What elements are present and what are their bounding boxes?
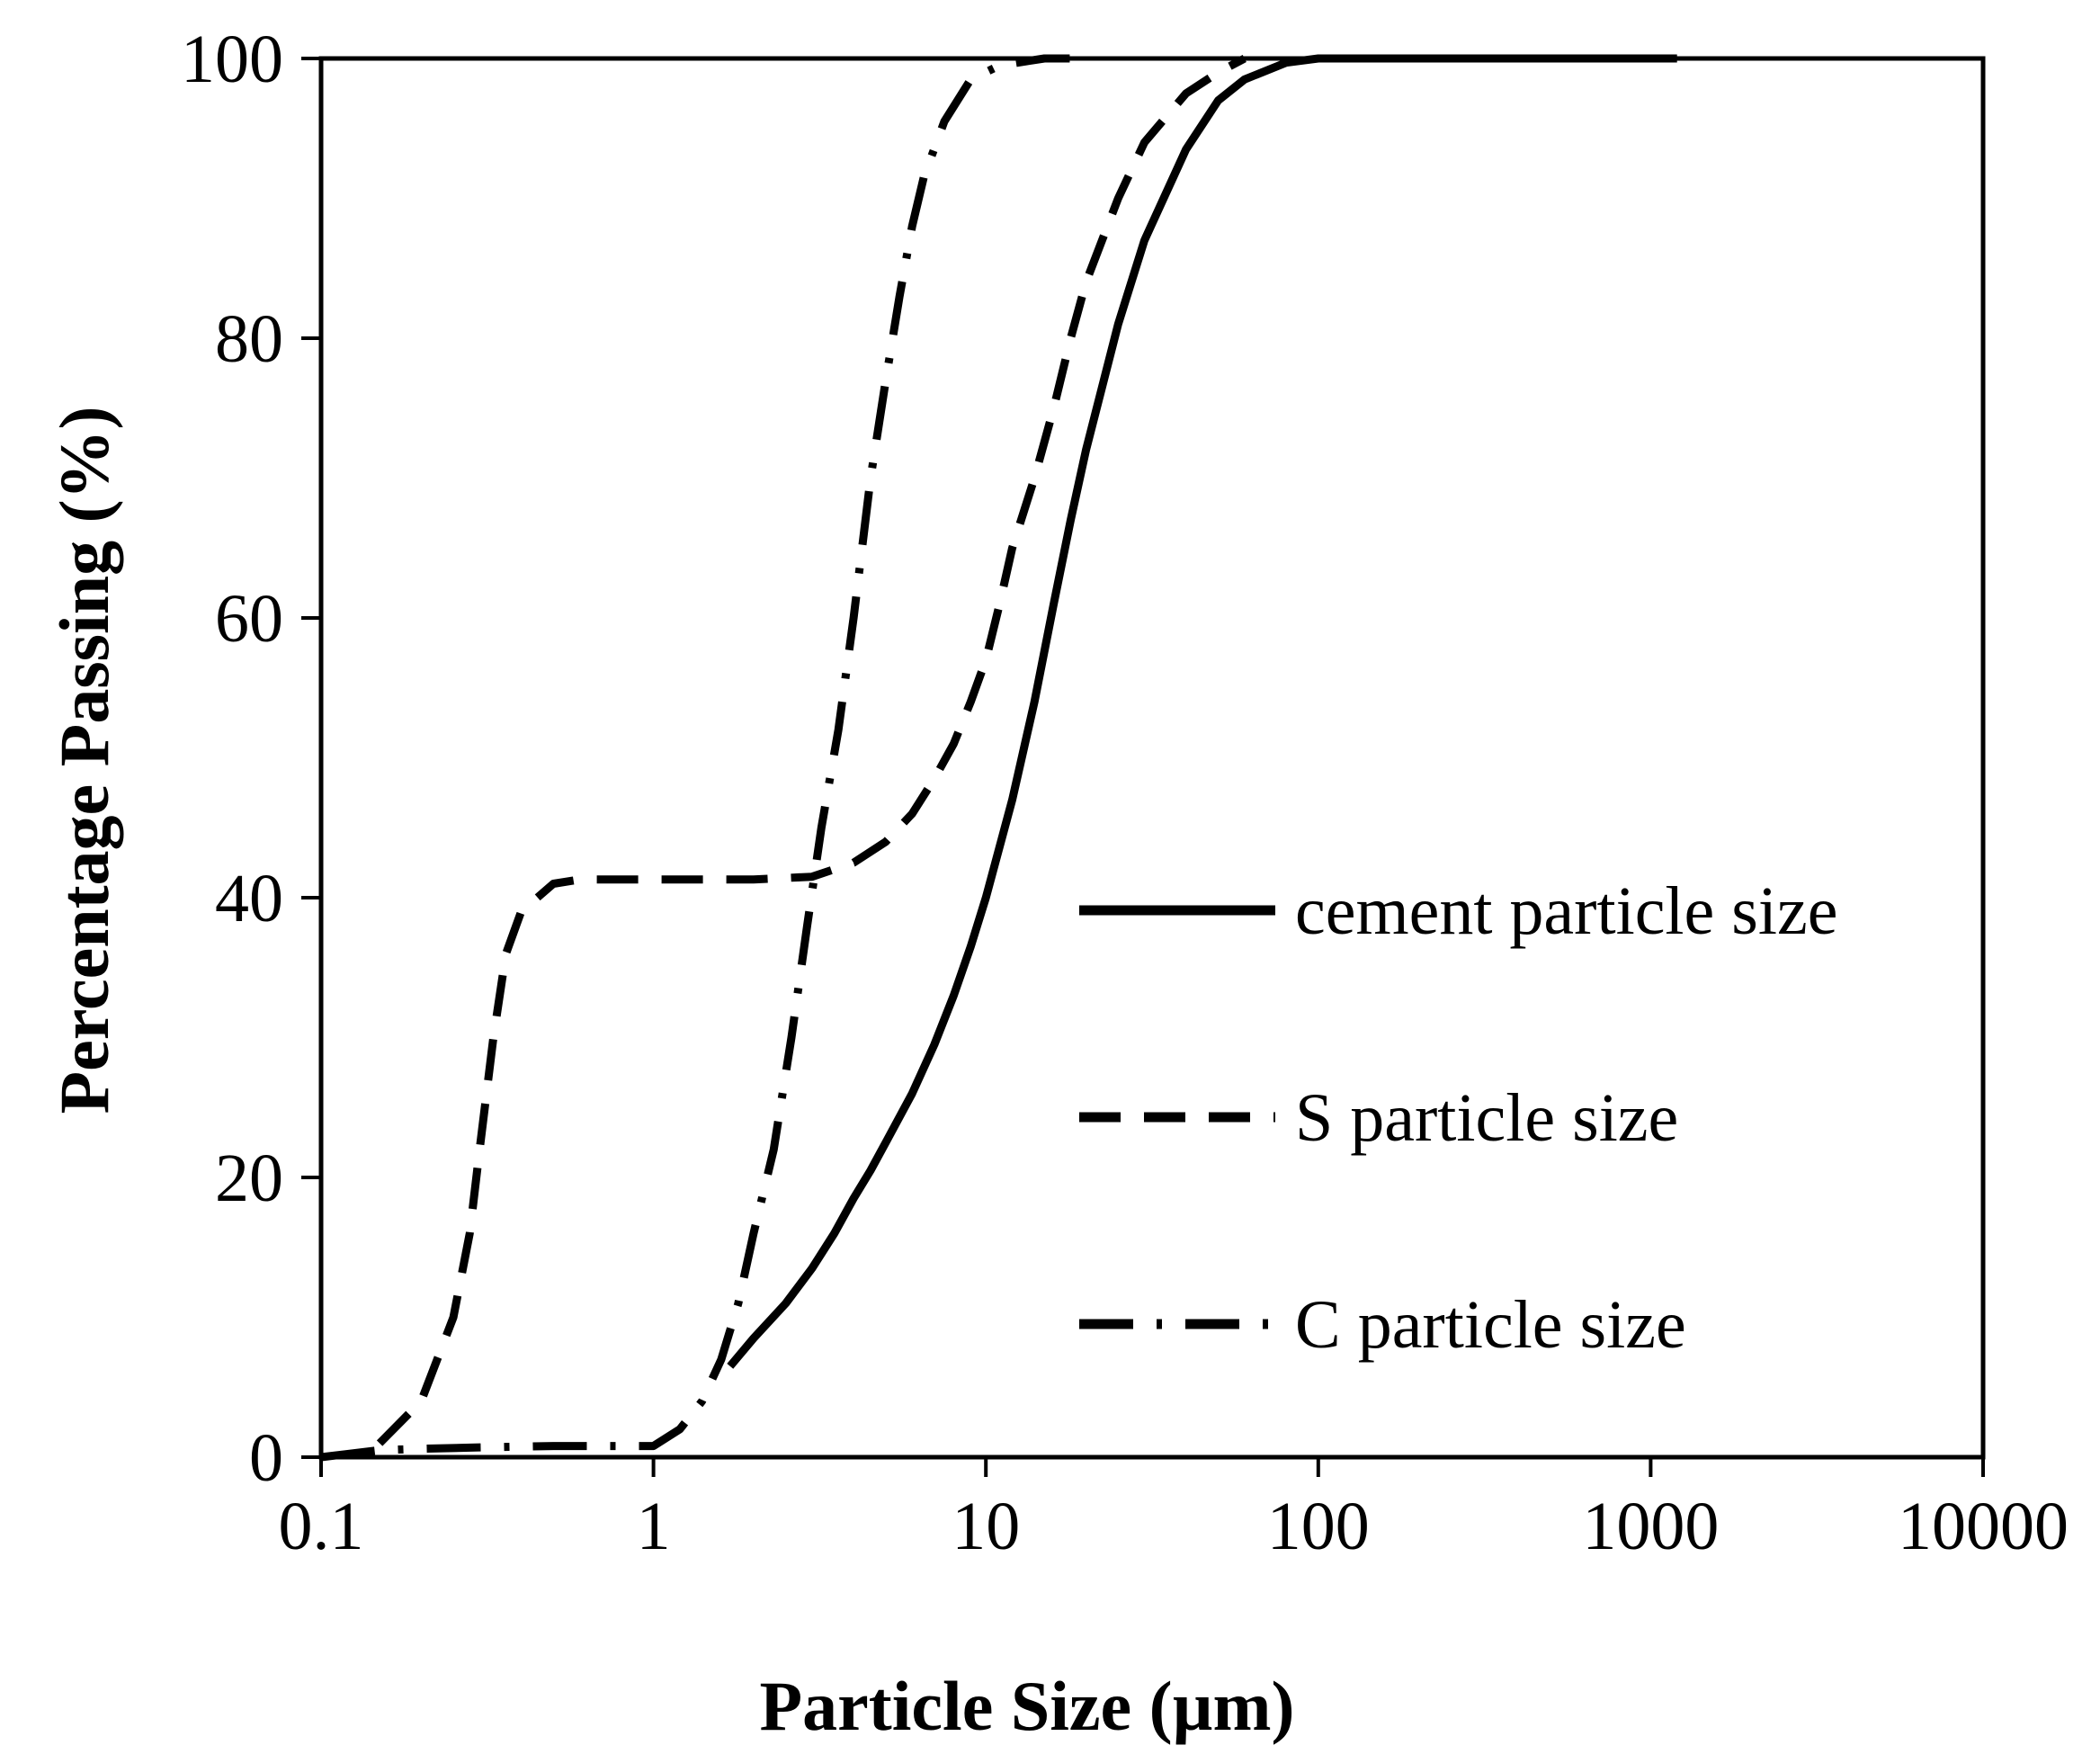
legend-label-1: S particle size [1295, 1080, 1678, 1156]
y-tick-label: 40 [215, 861, 283, 936]
y-tick-label: 100 [181, 22, 283, 97]
series-line-1 [376, 55, 1247, 1446]
series-line-0 [727, 54, 1677, 1369]
legend: cement particle size S particle size C par… [1079, 873, 1837, 1363]
plot-area-frame [318, 56, 1986, 1460]
series-line-2 [320, 54, 1086, 1462]
y-axis-title: Percentage Passing (%) [45, 406, 123, 1114]
x-tick-label: 100 [1267, 1489, 1370, 1564]
legend-label-2: C particle size [1295, 1287, 1686, 1363]
x-tick-label: 1 [637, 1489, 671, 1564]
x-tick-label: 10000 [1898, 1489, 2069, 1564]
y-tick-label: 0 [249, 1420, 283, 1496]
axis-tick-labels: 0.1 1 10 100 1000 10000 0 20 40 60 80 100 [181, 22, 2069, 1564]
axis-ticks [301, 57, 1985, 1477]
y-tick-label: 60 [215, 581, 283, 657]
x-tick-label: 0.1 [279, 1489, 364, 1564]
x-tick-label: 10 [952, 1489, 1020, 1564]
legend-label-0: cement particle size [1295, 873, 1837, 949]
x-axis-title: Particle Size (µm) [760, 1667, 1295, 1745]
y-tick-label: 20 [215, 1141, 283, 1216]
y-tick-label: 80 [215, 301, 283, 377]
series-lines [320, 54, 1677, 1462]
x-tick-label: 1000 [1582, 1489, 1719, 1564]
